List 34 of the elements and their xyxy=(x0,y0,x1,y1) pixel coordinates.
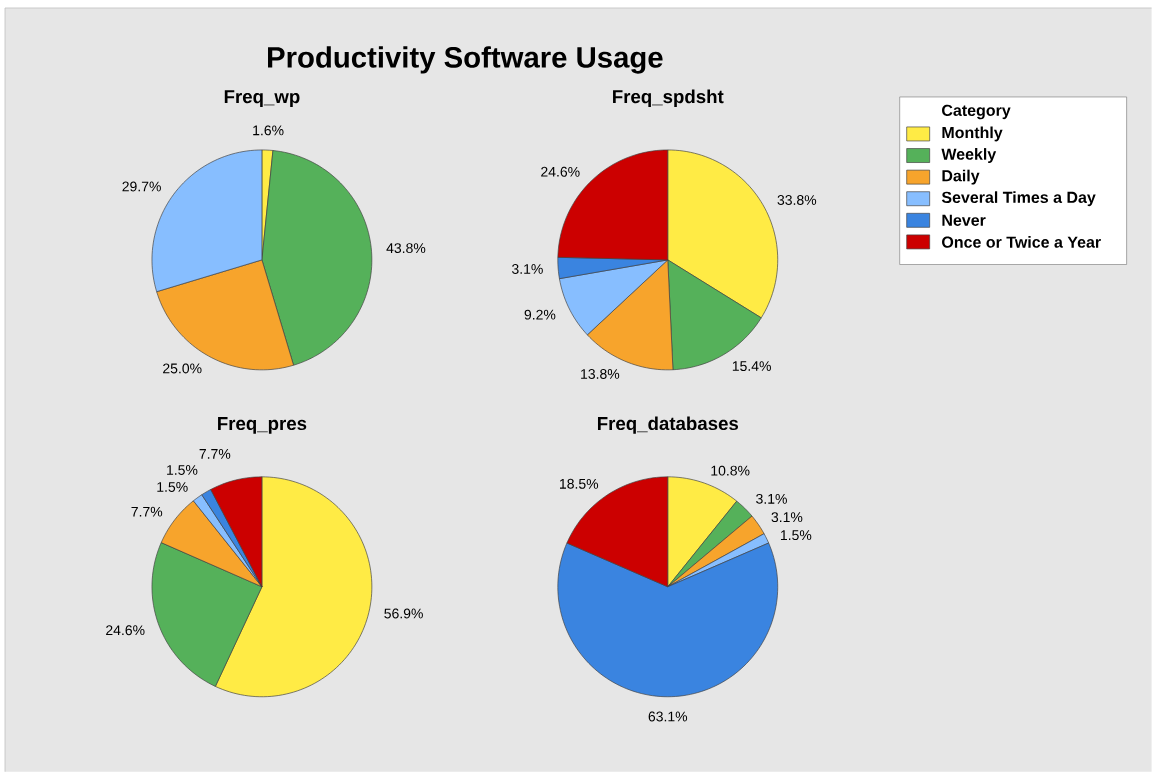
data-label: 33.8% xyxy=(777,195,817,205)
data-label: 25.0% xyxy=(163,363,202,374)
chart-subtitle: Freq_databases xyxy=(597,416,739,434)
legend-label: Several Times a Day xyxy=(941,191,1096,207)
data-label: 1.5% xyxy=(167,464,198,475)
chart-subtitle: Freq_spdsht xyxy=(613,89,724,107)
data-label: 3.1% xyxy=(771,512,803,523)
chart-subtitle: Freq_pres xyxy=(218,417,307,434)
legend-title: Category xyxy=(942,104,1011,120)
legend-label: Once or Twice a Year xyxy=(942,235,1101,248)
chart-title: Productivity Software Usage xyxy=(268,46,663,74)
data-label: 3.1% xyxy=(756,493,787,504)
data-label: 3.1% xyxy=(511,263,543,274)
data-label: 1.5% xyxy=(157,481,188,492)
data-label: 15.4% xyxy=(732,361,771,371)
chart-subtitle: Freq_wp xyxy=(224,90,300,107)
data-label: 7.7% xyxy=(131,506,163,517)
legend-label: Daily xyxy=(942,169,980,185)
data-label: 10.8% xyxy=(711,465,750,476)
data-label: 43.8% xyxy=(386,243,426,254)
data-label: 1.6% xyxy=(253,125,284,136)
data-label: 56.9% xyxy=(384,608,423,619)
data-label: 9.2% xyxy=(524,309,556,320)
data-label: 18.5% xyxy=(560,478,599,489)
legend-label: Never xyxy=(942,214,986,226)
data-label: 24.6% xyxy=(106,625,145,636)
data-label: 13.8% xyxy=(581,368,620,379)
data-label: 1.5% xyxy=(780,530,812,541)
data-label: 63.1% xyxy=(648,711,688,722)
data-label: 29.7% xyxy=(122,181,161,192)
legend-label: Weekly xyxy=(941,148,997,163)
legend-label: Monthly xyxy=(942,126,1003,142)
data-label: 24.6% xyxy=(541,166,580,177)
data-label: 7.7% xyxy=(199,448,231,459)
